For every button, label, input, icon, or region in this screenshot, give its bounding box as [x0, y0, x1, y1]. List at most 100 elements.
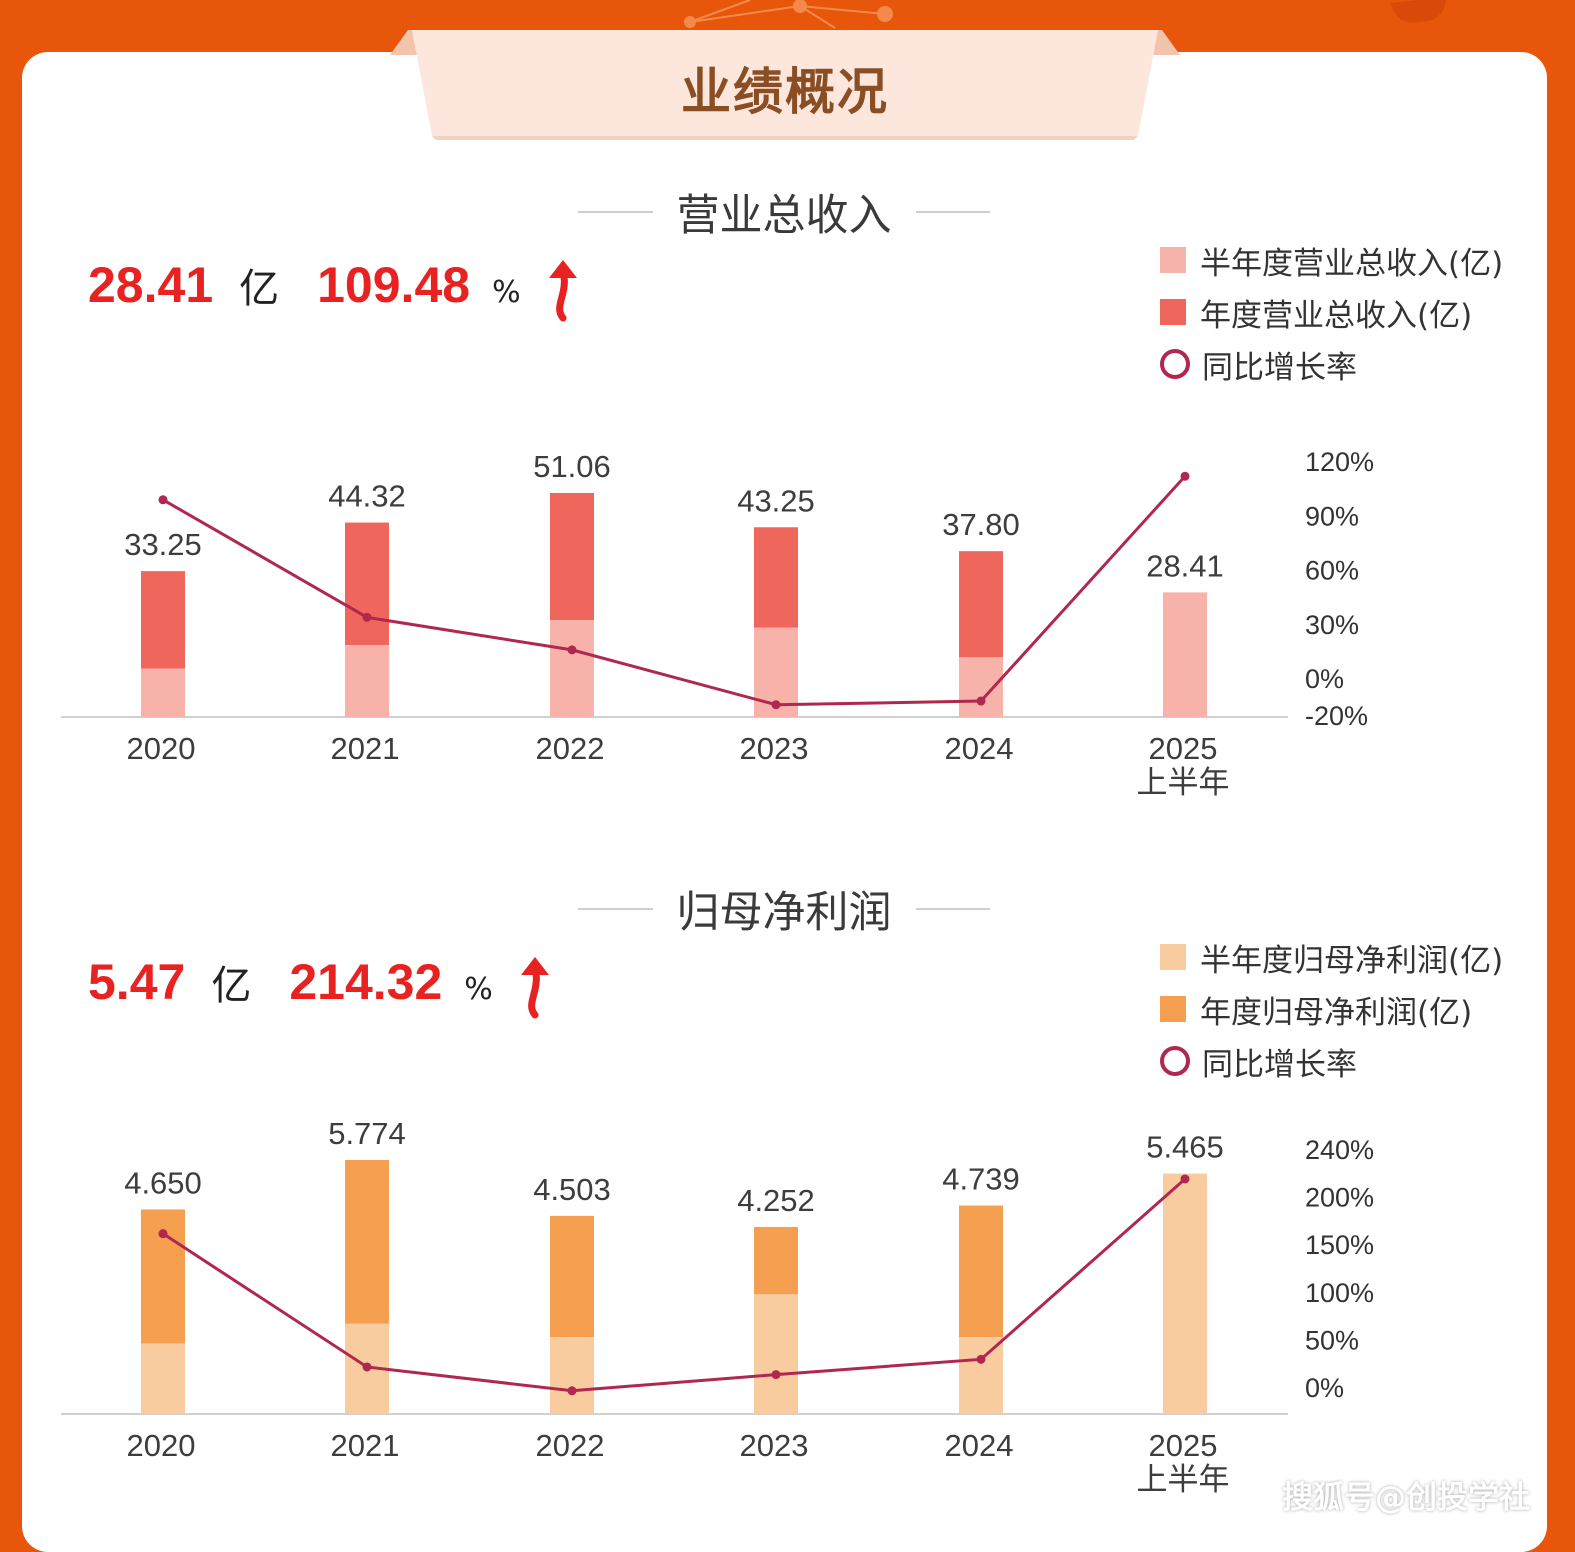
growth-rate-point: [771, 1370, 781, 1380]
profit-headline-value: 5.47: [88, 954, 186, 1010]
up-arrow-icon: [548, 260, 577, 322]
bar-data-label: 28.41: [1146, 548, 1224, 583]
legend-swatch: [1160, 944, 1186, 970]
growth-rate-point: [1180, 1174, 1190, 1184]
x-axis-tick-label: 上半年: [1137, 1462, 1230, 1497]
x-axis-tick-label: 2020: [127, 731, 196, 766]
growth-rate-point: [976, 696, 986, 706]
x-axis-tick-label: 2021: [331, 1428, 400, 1463]
half-year-bar: [959, 1337, 1003, 1414]
right-axis-tick-label: 100%: [1305, 1278, 1374, 1308]
bar-data-label: 51.06: [533, 449, 611, 484]
profit-chart: 240% 200% 150% 100% 50% 0% 4.650 2020 5.774 2021 4…: [61, 1116, 1374, 1497]
legend-item-growth: 同比增长率: [1160, 1035, 1503, 1087]
watermark: 搜狐号@创投学社: [1282, 1480, 1530, 1516]
annual-bar: [141, 571, 185, 669]
profit-headline-pct-sign: %: [464, 972, 493, 1007]
growth-rate-point: [158, 1229, 168, 1239]
annual-bar: [550, 493, 594, 621]
right-axis-tick-label: 50%: [1305, 1325, 1359, 1355]
divider: [578, 211, 653, 213]
profit-headline-growth: 214.32: [289, 954, 443, 1010]
bar-data-label: 5.774: [328, 1116, 406, 1151]
title-banner: [390, 30, 1180, 140]
revenue-section-title: 营业总收入: [676, 191, 892, 241]
x-axis-tick-label: 2020: [127, 1428, 196, 1463]
annual-bar: [345, 522, 389, 646]
legend-swatch: [1160, 996, 1186, 1022]
half-year-bar: [959, 657, 1003, 717]
profit-section-header: 归母净利润: [578, 879, 990, 939]
annual-bar: [959, 1205, 1003, 1338]
legend-label: 半年度归母净利润(亿): [1200, 942, 1504, 979]
profit-headline-unit: 亿: [211, 963, 252, 1009]
x-axis-tick-label: 2025: [1149, 1428, 1218, 1463]
annual-bar: [550, 1215, 594, 1338]
x-axis-tick-label: 2024: [945, 1428, 1014, 1463]
x-axis-tick-label: 上半年: [1137, 765, 1230, 800]
banner-title: 业绩概况: [681, 63, 889, 121]
profit-headline: 5.47 亿 214.32 %: [88, 953, 555, 1023]
profit-legend: 半年度归母净利润(亿) 年度归母净利润(亿) 同比增长率: [1160, 931, 1503, 1087]
bar-data-label: 44.32: [328, 479, 406, 514]
legend-item-half: 半年度归母净利润(亿): [1160, 931, 1503, 983]
divider: [915, 211, 990, 213]
right-axis-tick-label: 120%: [1305, 447, 1374, 477]
revenue-headline-value: 28.41: [88, 257, 214, 313]
right-axis-tick-label: 60%: [1305, 556, 1359, 586]
x-axis-tick-label: 2023: [740, 731, 809, 766]
right-axis-tick-label: 0%: [1305, 664, 1344, 694]
decorative-tab: [1391, 0, 1448, 25]
growth-rate-point: [1180, 471, 1190, 481]
right-axis-tick-label: 90%: [1305, 501, 1359, 531]
bar-data-label: 4.650: [124, 1165, 202, 1200]
right-axis-tick-label: 240%: [1305, 1135, 1374, 1165]
legend-item-annual: 年度归母净利润(亿): [1160, 983, 1503, 1035]
revenue-legend: 半年度营业总收入(亿) 年度营业总收入(亿) 同比增长率: [1160, 234, 1503, 390]
revenue-section-header: 营业总收入: [578, 182, 990, 242]
bar-data-label: 33.25: [124, 527, 202, 562]
half-year-bar: [141, 1343, 185, 1414]
half-year-bar: [550, 1337, 594, 1414]
right-axis-tick-label: 200%: [1305, 1183, 1374, 1213]
legend-label: 同比增长率: [1202, 349, 1357, 386]
legend-swatch: [1160, 299, 1186, 325]
annual-bar: [754, 1226, 798, 1295]
annual-bar: [959, 551, 1003, 658]
x-axis-tick-label: 2023: [740, 1428, 809, 1463]
legend-label: 同比增长率: [1202, 1046, 1357, 1083]
revenue-chart: 120% 90% 60% 30% 0% -20% 33.25 2020 44.32 2021 51.…: [61, 447, 1374, 800]
legend-item-half: 半年度营业总收入(亿): [1160, 234, 1503, 286]
divider: [578, 908, 653, 910]
circle-ring-icon: [1160, 1046, 1190, 1076]
decorative-network: [660, 0, 920, 30]
annual-bar: [754, 527, 798, 628]
revenue-headline-growth: 109.48: [317, 257, 471, 313]
bar-data-label: 5.465: [1146, 1130, 1224, 1165]
network-icon: [684, 0, 893, 29]
growth-rate-point: [362, 1362, 372, 1372]
legend-label: 年度归母净利润(亿): [1200, 994, 1473, 1031]
half-year-bar: [141, 668, 185, 717]
x-axis-tick-label: 2025: [1149, 731, 1218, 766]
legend-item-annual: 年度营业总收入(亿): [1160, 286, 1503, 338]
legend-item-growth: 同比增长率: [1160, 338, 1503, 390]
bar-data-label: 37.80: [942, 507, 1020, 542]
legend-swatch: [1160, 247, 1186, 273]
bar-data-label: 4.252: [737, 1183, 815, 1218]
legend-label: 半年度营业总收入(亿): [1200, 245, 1504, 282]
growth-rate-point: [158, 495, 168, 505]
right-axis-tick-label: -20%: [1305, 701, 1368, 731]
circle-ring-icon: [1160, 349, 1190, 379]
half-year-bar: [345, 645, 389, 717]
half-year-bar: [1163, 592, 1207, 717]
half-year-bar: [550, 620, 594, 717]
up-arrow-icon: [520, 957, 549, 1019]
revenue-headline-pct-sign: %: [492, 275, 521, 310]
x-axis-tick-label: 2022: [536, 1428, 605, 1463]
annual-bar: [345, 1160, 389, 1324]
profit-section-title: 归母净利润: [676, 888, 892, 938]
growth-rate-point: [362, 612, 372, 622]
growth-rate-line: [162, 475, 1187, 707]
bar-data-label: 4.503: [533, 1172, 611, 1207]
